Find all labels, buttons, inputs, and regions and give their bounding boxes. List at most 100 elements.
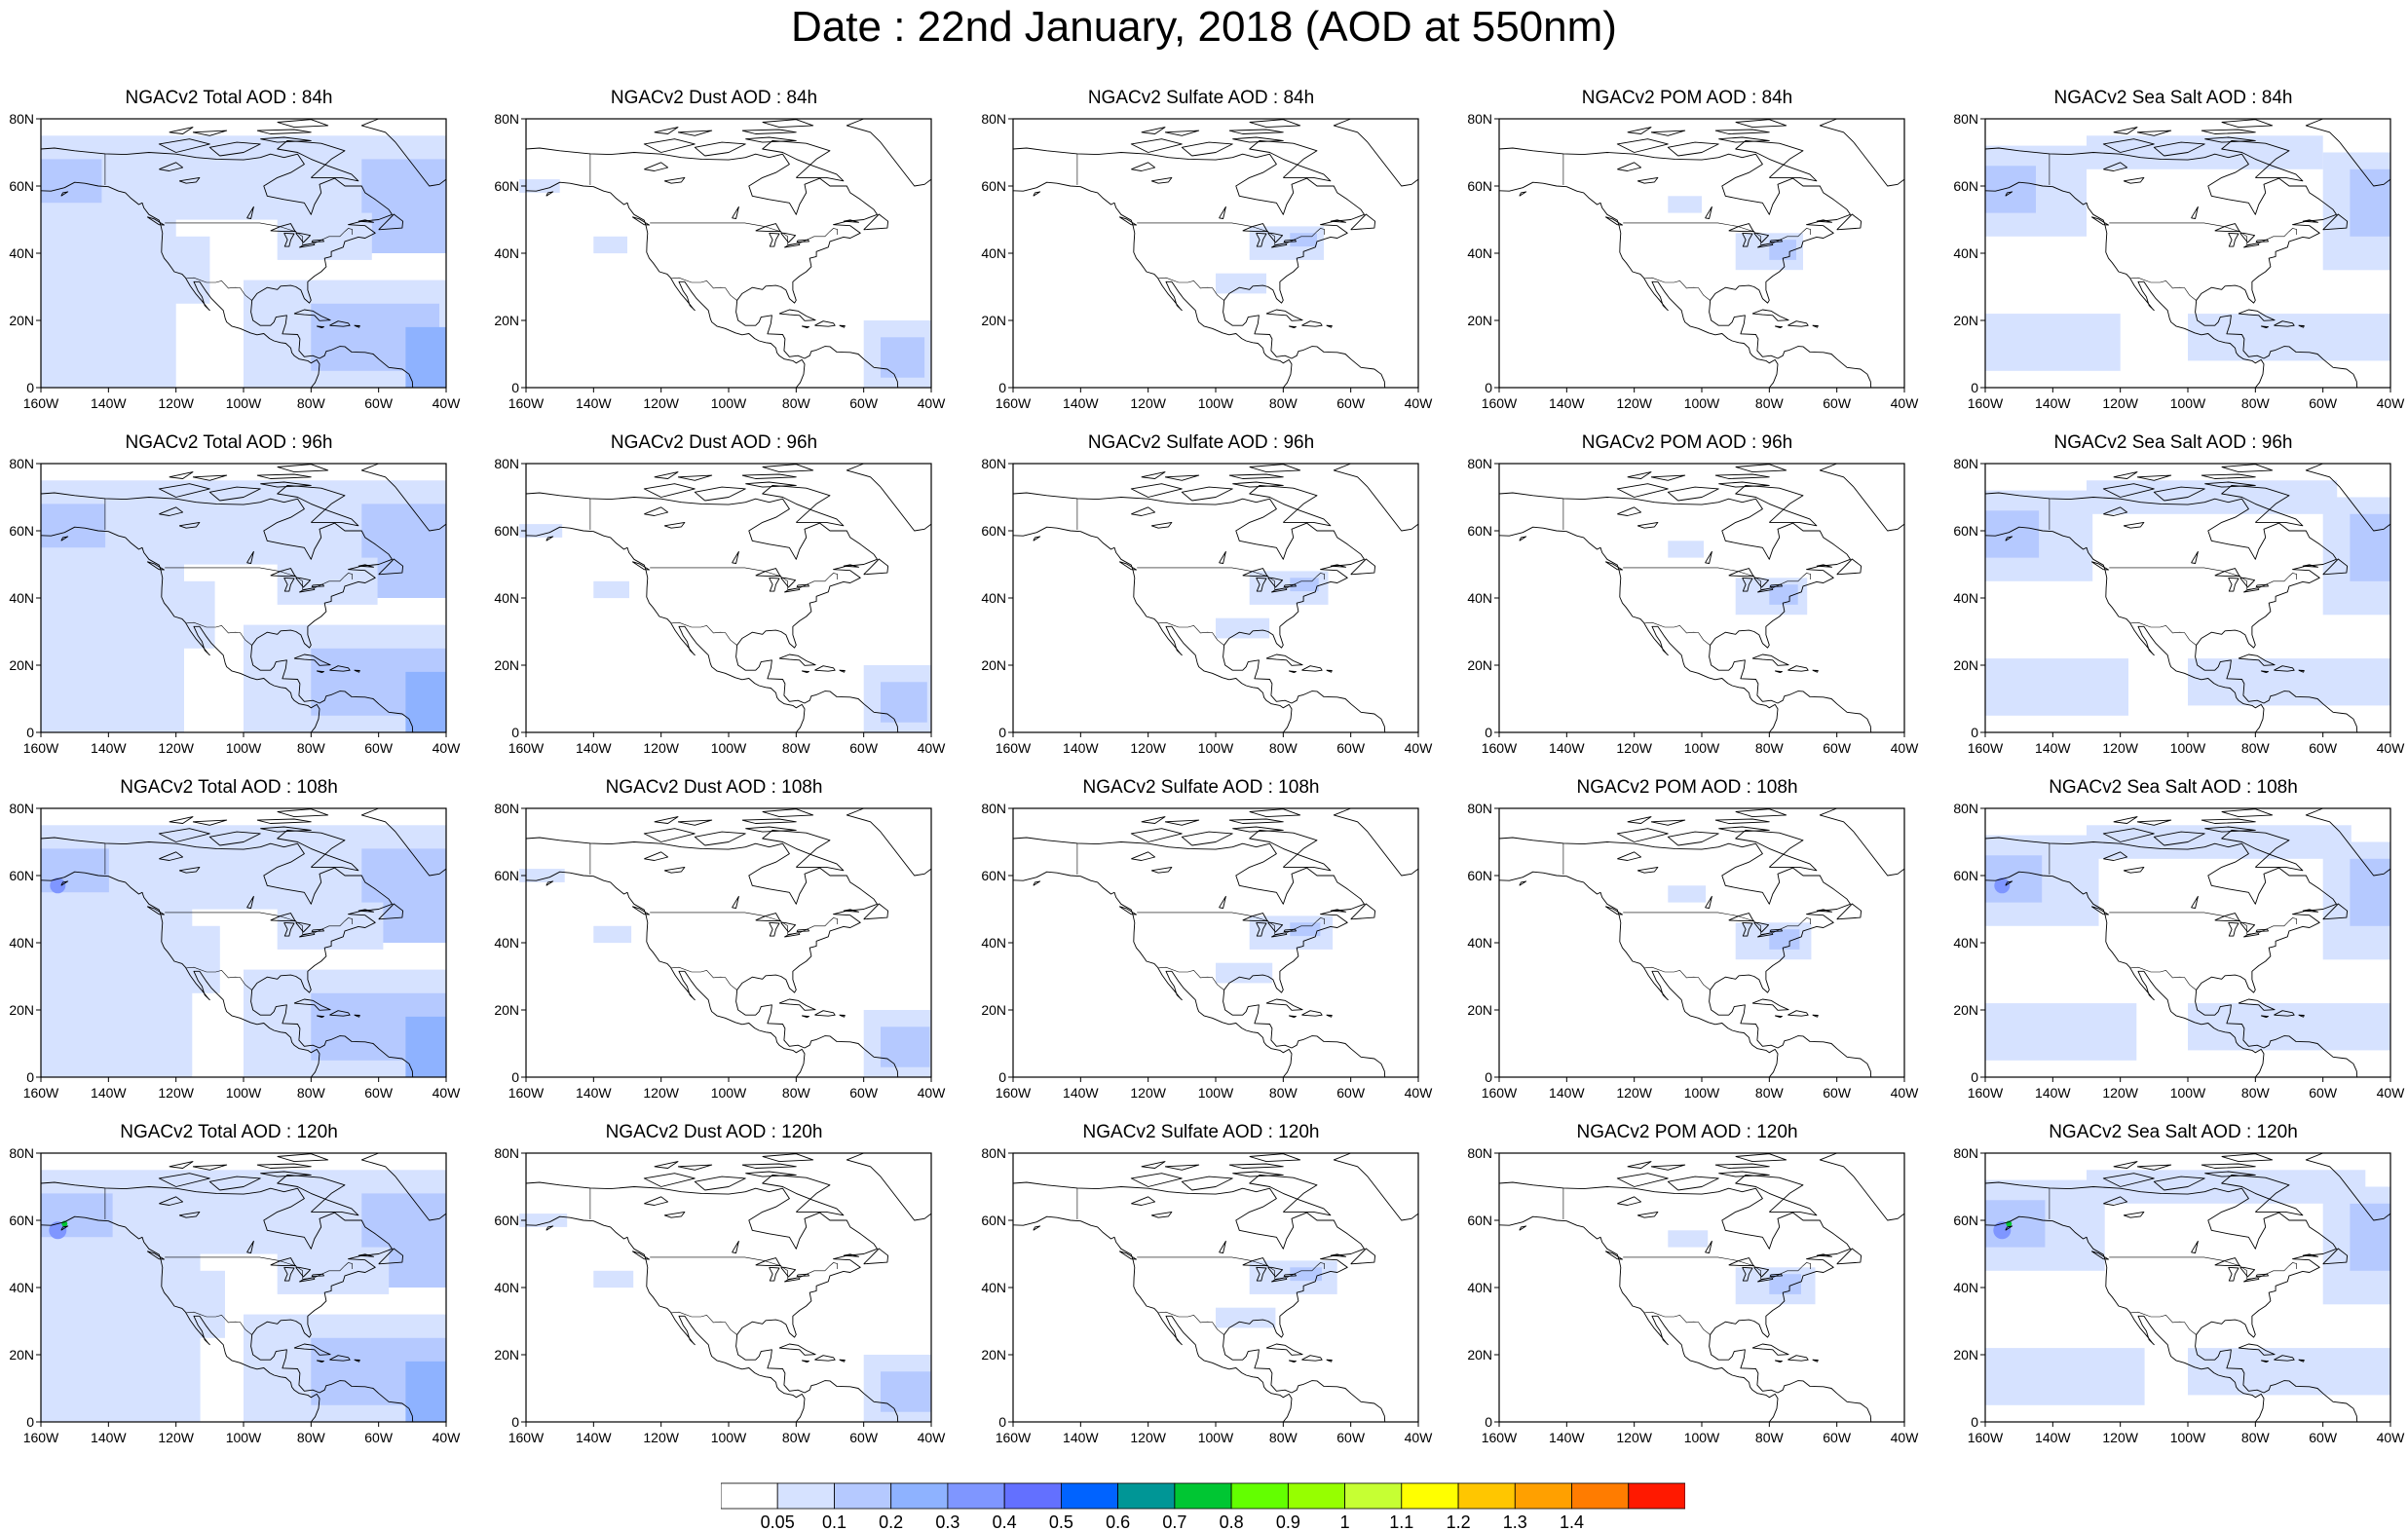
island-outline: [643, 138, 696, 153]
island-outline: [1718, 481, 1770, 488]
lon-tick-label: 140W: [1549, 1430, 1585, 1445]
island-outline: [169, 1161, 194, 1169]
lon-tick-label: 60W: [2309, 740, 2338, 756]
lake-outline: [732, 895, 739, 909]
island-outline: [378, 903, 404, 920]
lon-tick-label: 100W: [2170, 740, 2206, 756]
island-outline: [277, 1153, 329, 1163]
lake-outline: [270, 223, 296, 233]
lon-tick-label: 40W: [2377, 1085, 2406, 1101]
lake-outline: [2191, 550, 2199, 564]
island-outline: [1289, 1015, 1297, 1019]
island-outline: [354, 1014, 360, 1018]
lat-tick-label: 20N: [1467, 313, 1492, 328]
lake-outline: [311, 928, 324, 933]
island-outline: [2274, 665, 2295, 672]
lat-tick-label: 60N: [1953, 178, 1978, 194]
lat-tick-label: 80N: [1953, 456, 1978, 471]
lon-tick-label: 40W: [1891, 395, 1920, 411]
island-outline: [762, 139, 845, 182]
lat-tick-label: 0: [26, 725, 34, 740]
lon-tick-label: 60W: [1823, 1085, 1852, 1101]
map-panel-pom-108h: NGACv2 POM AOD : 108h 0 20N 40N 60N 80N 160W 14…: [1458, 775, 1919, 1101]
aod-patch: [881, 337, 925, 378]
panel-title: NGACv2 Sulfate AOD : 96h: [1087, 432, 1315, 453]
island-outline: [1735, 1153, 1787, 1163]
lon-tick-label: 60W: [1336, 395, 1366, 411]
coastline: [1984, 492, 2390, 733]
island-outline: [843, 219, 859, 223]
coastline: [1012, 526, 1293, 733]
lon-tick-label: 40W: [918, 1430, 947, 1445]
map-plot: 0 20N 40N 60N 80N 160W 140W 120W 100W 80W 60W 40W: [494, 456, 946, 756]
aod-patch: [2188, 314, 2390, 361]
island-outline: [277, 484, 359, 527]
island-outline: [169, 127, 194, 134]
island-outline: [146, 216, 165, 226]
lon-tick-label: 120W: [1130, 1430, 1166, 1445]
coastline: [40, 492, 446, 733]
map-frame: [1498, 463, 1905, 733]
borders: [104, 842, 353, 990]
lake-outline: [783, 932, 801, 938]
lon-tick-label: 80W: [782, 1085, 811, 1101]
coastline: [1984, 147, 2390, 389]
colorbar-swatch: [1288, 1482, 1346, 1510]
lon-tick-label: 140W: [1549, 1085, 1585, 1101]
island-outline: [1836, 903, 1862, 920]
map-panel-sulfate-84h: NGACv2 Sulfate AOD : 84h 0 20N 40N 60N 80N 160…: [972, 86, 1433, 411]
island-outline: [192, 474, 228, 481]
lake-outline: [2103, 851, 2128, 861]
lake-outline: [246, 895, 254, 909]
colorbar-label: 0.6: [1106, 1512, 1130, 1531]
coastline: [40, 181, 320, 389]
colorbar-label: 0.7: [1162, 1512, 1186, 1531]
lake-outline: [283, 577, 295, 592]
lon-tick-label: 140W: [2035, 395, 2071, 411]
island-outline: [1650, 1164, 1686, 1171]
island-outline: [1519, 1225, 1527, 1231]
island-outline: [1232, 481, 1284, 488]
island-outline: [378, 558, 404, 576]
lake-outline: [270, 568, 296, 578]
lon-tick-label: 120W: [1616, 1430, 1652, 1445]
island-outline: [1650, 819, 1686, 826]
lake-outline: [2103, 506, 2128, 516]
lake-outline: [1705, 1240, 1712, 1253]
island-outline: [643, 483, 696, 498]
lon-tick-label: 140W: [1549, 395, 1585, 411]
colorbar-label: 0.8: [1220, 1512, 1244, 1531]
island-outline: [2238, 998, 2276, 1011]
island-outline: [260, 481, 312, 488]
lake-outline: [2191, 895, 2199, 909]
island-outline: [1816, 564, 1832, 568]
island-outline: [256, 473, 312, 479]
panel-title: NGACv2 Total AOD : 108h: [120, 777, 338, 798]
lon-tick-label: 120W: [1130, 740, 1166, 756]
island-outline: [256, 1163, 312, 1169]
island-outline: [329, 1355, 351, 1362]
country-border: [1137, 912, 1325, 935]
island-outline: [2113, 127, 2138, 134]
aod-patch: [519, 1214, 568, 1227]
lat-tick-label: 80N: [981, 1145, 1006, 1161]
aod-patch: [1216, 617, 1270, 639]
island-outline: [1604, 561, 1623, 571]
island-outline: [1787, 665, 1809, 672]
lat-tick-label: 60N: [9, 868, 34, 883]
island-outline: [2322, 903, 2349, 920]
lat-tick-label: 40N: [494, 245, 519, 261]
panel-title: NGACv2 POM AOD : 120h: [1576, 1122, 1798, 1142]
map-plot: 0 20N 40N 60N 80N 160W 140W 120W 100W 80W 60W 40W: [9, 1145, 461, 1445]
lon-tick-label: 160W: [996, 395, 1032, 411]
island-outline: [1650, 130, 1686, 136]
island-outline: [293, 653, 331, 666]
map-panel-dust-84h: NGACv2 Dust AOD : 84h 0 20N 40N 60N 80N 160W 14…: [485, 86, 946, 411]
lon-tick-label: 80W: [782, 395, 811, 411]
island-outline: [1350, 1248, 1376, 1265]
lat-tick-label: 40N: [1467, 590, 1492, 606]
island-outline: [762, 808, 814, 818]
lon-tick-label: 60W: [2309, 1430, 2338, 1445]
island-outline: [1751, 998, 1789, 1011]
island-outline: [694, 141, 746, 157]
